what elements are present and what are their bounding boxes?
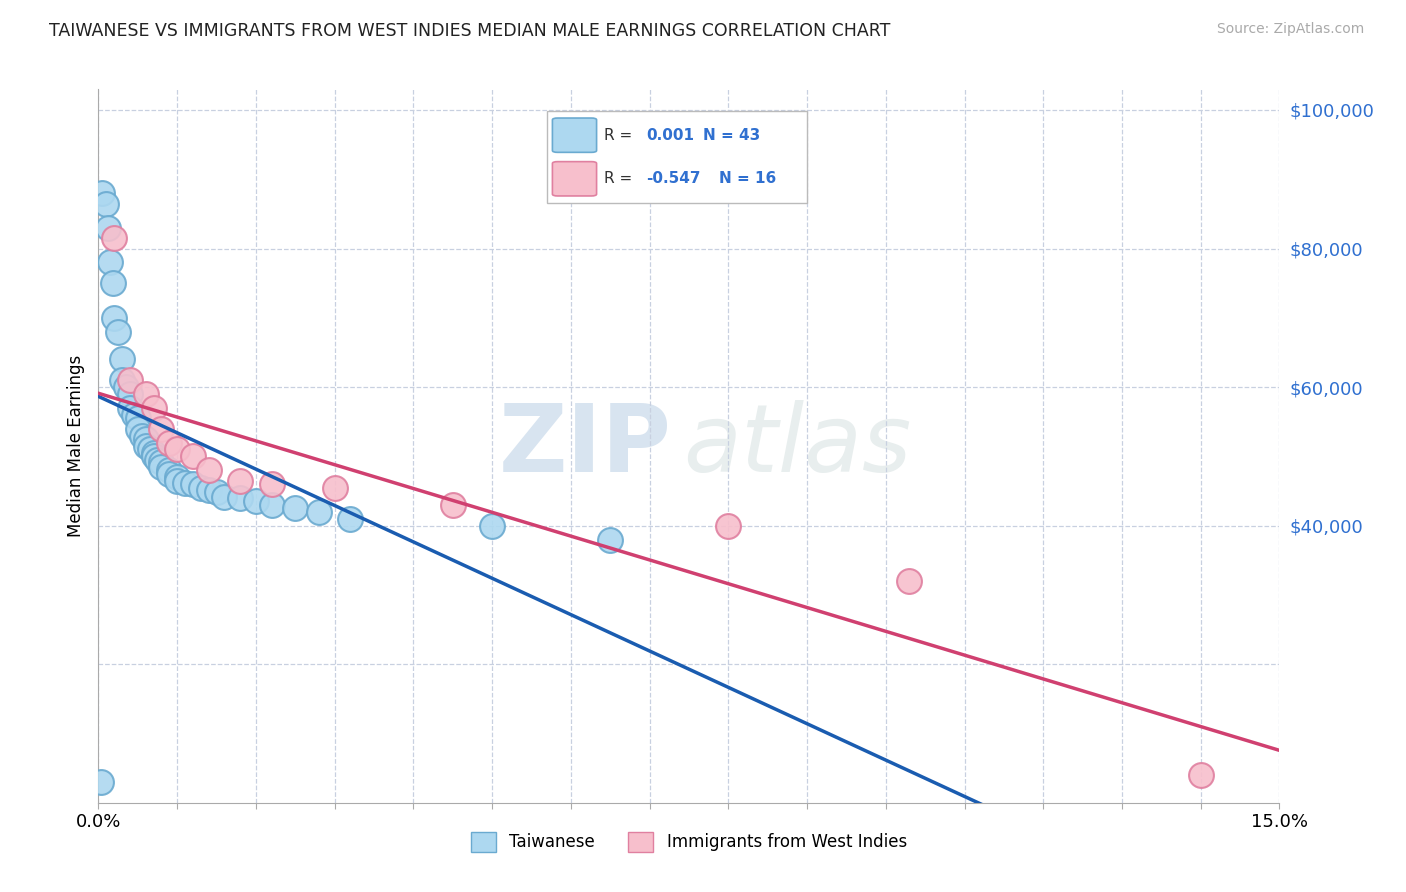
Y-axis label: Median Male Earnings: Median Male Earnings: [66, 355, 84, 537]
Point: [323, 481, 346, 495]
Point: [166, 442, 188, 457]
Point: [103, 310, 125, 325]
Point: [118, 401, 141, 415]
Point: [599, 533, 621, 547]
Point: [214, 490, 236, 504]
Point: [339, 512, 361, 526]
Point: [181, 477, 204, 491]
Point: [122, 408, 145, 422]
Point: [135, 387, 157, 401]
Point: [111, 373, 134, 387]
Point: [97, 220, 120, 235]
Point: [205, 485, 228, 500]
Point: [96, 196, 118, 211]
Point: [131, 428, 153, 442]
Point: [190, 481, 212, 495]
Point: [157, 435, 180, 450]
Text: TAIWANESE VS IMMIGRANTS FROM WEST INDIES MEDIAN MALE EARNINGS CORRELATION CHART: TAIWANESE VS IMMIGRANTS FROM WEST INDIES…: [49, 22, 890, 40]
Point: [146, 453, 169, 467]
Point: [1189, 768, 1212, 782]
Point: [181, 450, 204, 464]
Point: [115, 380, 138, 394]
Point: [107, 325, 129, 339]
Point: [284, 501, 307, 516]
Point: [118, 387, 141, 401]
Point: [142, 446, 165, 460]
Point: [166, 470, 188, 484]
Point: [898, 574, 921, 588]
Point: [245, 494, 267, 508]
Point: [135, 432, 157, 446]
Point: [150, 422, 173, 436]
Point: [150, 459, 173, 474]
Point: [135, 439, 157, 453]
Point: [717, 518, 740, 533]
Point: [260, 498, 283, 512]
Point: [98, 255, 121, 269]
Point: [166, 474, 188, 488]
Point: [260, 477, 283, 491]
Point: [157, 463, 180, 477]
Text: Source: ZipAtlas.com: Source: ZipAtlas.com: [1216, 22, 1364, 37]
Point: [142, 450, 165, 464]
Point: [229, 491, 252, 505]
Point: [441, 498, 464, 512]
Point: [138, 442, 160, 457]
Point: [111, 352, 134, 367]
Point: [150, 455, 173, 469]
Point: [91, 186, 114, 201]
Point: [174, 475, 197, 490]
Point: [127, 422, 149, 436]
Point: [308, 505, 330, 519]
Point: [142, 401, 165, 415]
Point: [127, 411, 149, 425]
Point: [101, 276, 124, 290]
Point: [197, 483, 219, 497]
Legend: Taiwanese, Immigrants from West Indies: Taiwanese, Immigrants from West Indies: [464, 825, 914, 859]
Point: [197, 463, 219, 477]
Point: [118, 373, 141, 387]
Text: ZIP: ZIP: [498, 400, 671, 492]
Point: [229, 474, 252, 488]
Point: [90, 775, 112, 789]
Point: [103, 231, 125, 245]
Text: atlas: atlas: [683, 401, 911, 491]
Point: [481, 518, 503, 533]
Point: [157, 467, 180, 481]
